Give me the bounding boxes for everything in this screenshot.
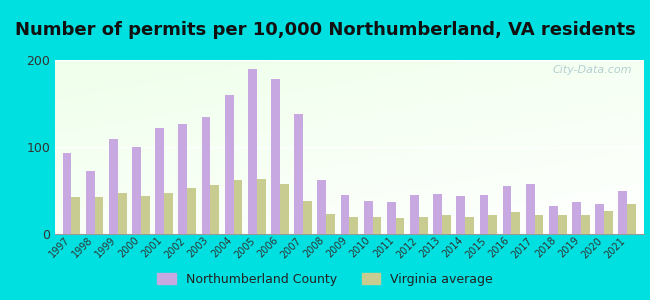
- Bar: [141, 196, 150, 234]
- Bar: [572, 202, 581, 234]
- Bar: [549, 206, 558, 234]
- Bar: [350, 217, 358, 234]
- Bar: [627, 203, 636, 234]
- Bar: [442, 215, 451, 234]
- Bar: [488, 215, 497, 234]
- Bar: [317, 180, 326, 234]
- Bar: [233, 180, 242, 234]
- Bar: [341, 195, 350, 234]
- Bar: [595, 203, 604, 234]
- Bar: [257, 179, 266, 234]
- Bar: [480, 195, 488, 234]
- Bar: [202, 116, 211, 234]
- Bar: [225, 95, 233, 234]
- Bar: [248, 69, 257, 234]
- Bar: [456, 196, 465, 234]
- Bar: [326, 214, 335, 234]
- Bar: [502, 186, 512, 234]
- Bar: [86, 171, 95, 234]
- Bar: [512, 212, 520, 234]
- Bar: [433, 194, 442, 234]
- Bar: [581, 215, 590, 234]
- Bar: [387, 202, 396, 234]
- Bar: [535, 215, 543, 234]
- Bar: [280, 184, 289, 234]
- Bar: [410, 195, 419, 234]
- Bar: [187, 188, 196, 234]
- Bar: [372, 218, 382, 234]
- Legend: Northumberland County, Virginia average: Northumberland County, Virginia average: [152, 268, 498, 291]
- Bar: [604, 211, 613, 234]
- Bar: [364, 201, 372, 234]
- Bar: [419, 218, 428, 234]
- Bar: [558, 215, 567, 234]
- Bar: [164, 193, 173, 234]
- Bar: [526, 184, 535, 234]
- Text: Number of permits per 10,000 Northumberland, VA residents: Number of permits per 10,000 Northumberl…: [14, 21, 636, 39]
- Bar: [72, 197, 80, 234]
- Bar: [271, 79, 280, 234]
- Bar: [211, 185, 219, 234]
- Bar: [155, 128, 164, 234]
- Bar: [619, 190, 627, 234]
- Bar: [465, 218, 474, 234]
- Bar: [95, 196, 103, 234]
- Bar: [132, 147, 141, 234]
- Bar: [294, 114, 303, 234]
- Bar: [396, 218, 404, 234]
- Bar: [179, 124, 187, 234]
- Bar: [118, 193, 127, 234]
- Bar: [62, 153, 72, 234]
- Text: City-Data.com: City-Data.com: [552, 65, 632, 75]
- Bar: [303, 201, 312, 234]
- Bar: [109, 139, 118, 234]
